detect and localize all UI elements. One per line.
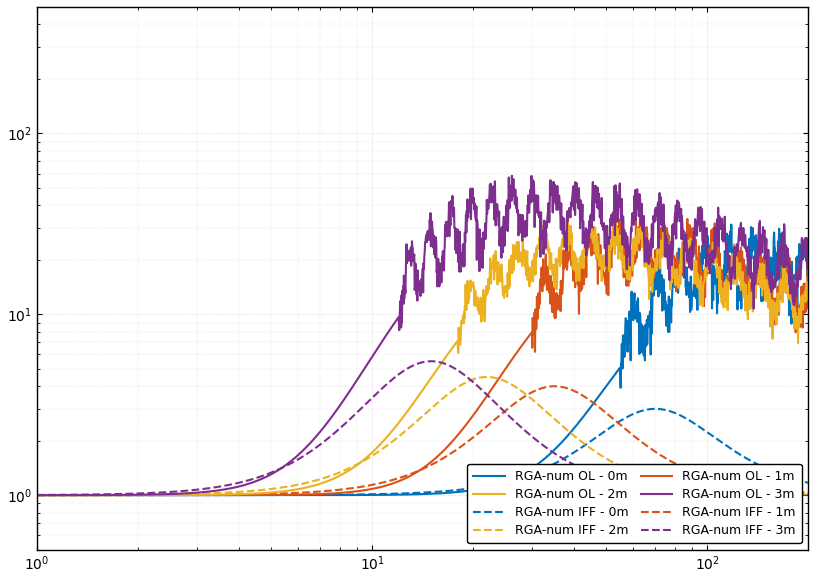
Legend: RGA-num OL - 0m, RGA-num OL - 2m, RGA-num IFF - 0m, RGA-num IFF - 2m, RGA-num OL: RGA-num OL - 0m, RGA-num OL - 2m, RGA-nu… <box>467 464 802 543</box>
